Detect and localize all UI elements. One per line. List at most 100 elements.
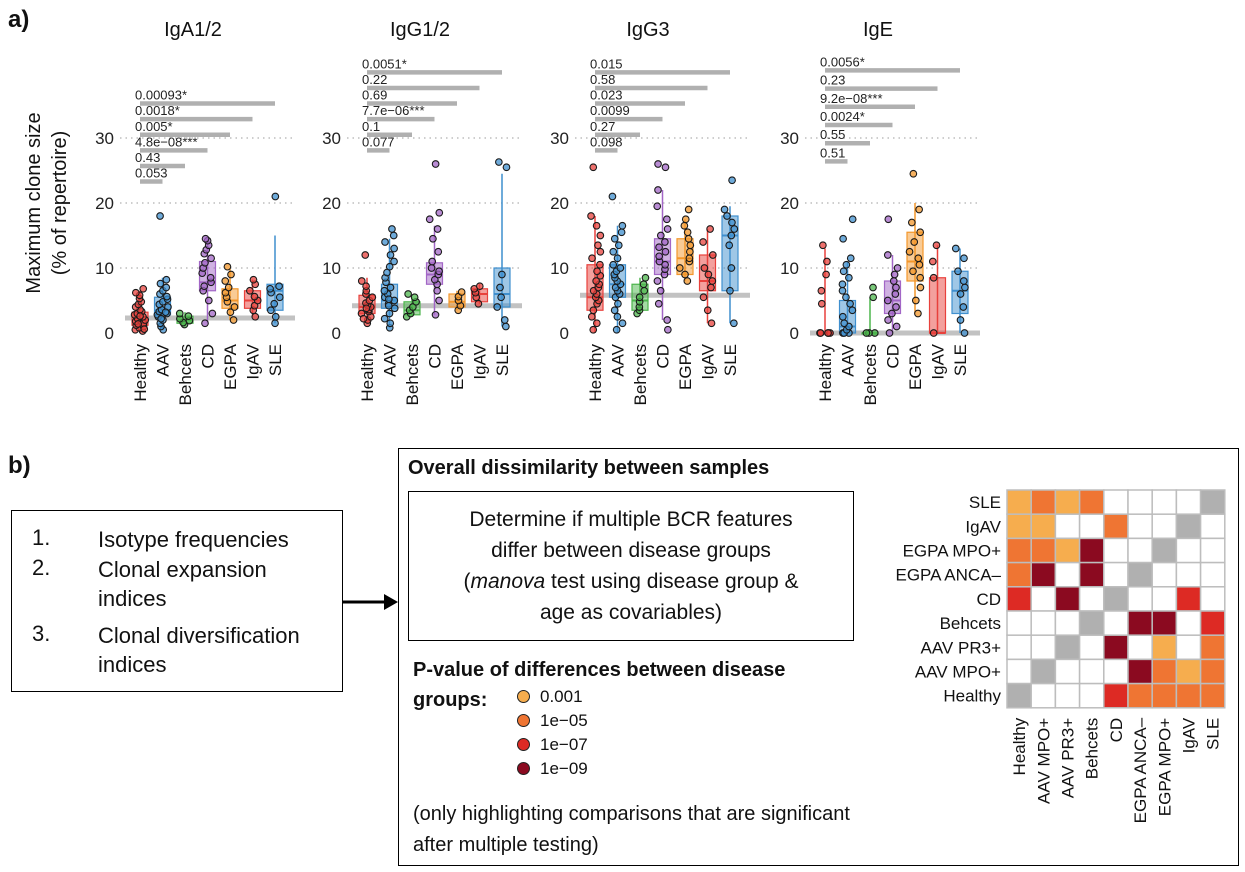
data-point [680, 221, 689, 230]
data-point [201, 234, 210, 243]
data-point [433, 286, 442, 295]
data-point [596, 260, 604, 269]
pvalue-label: 0.22 [362, 72, 387, 87]
heatmap-cell [1054, 610, 1081, 636]
data-point [685, 254, 694, 263]
x-tick-label: SLE [266, 344, 285, 376]
list-number: 2. [32, 555, 51, 580]
heatmap-cell [1078, 634, 1105, 661]
heatmap-cell [1175, 634, 1202, 661]
heatmap-cell [1006, 610, 1032, 636]
y-tick-label: 0 [332, 324, 341, 343]
data-point [250, 292, 259, 301]
method-box: Determine if multiple BCR features diffe… [408, 491, 854, 641]
heatmap-cell [1078, 489, 1105, 515]
data-point [175, 309, 184, 318]
data-point [435, 267, 443, 276]
data-point [156, 212, 164, 220]
heatmap-cell [1030, 537, 1057, 564]
heatmap-cell [1030, 610, 1057, 636]
data-point [434, 247, 443, 256]
data-point [206, 273, 215, 282]
x-tick-label: SLE [493, 344, 512, 376]
x-tick-label: AAV [839, 343, 858, 376]
pvalue-label: 0.00093* [135, 88, 187, 103]
data-point [362, 282, 370, 291]
data-point [869, 293, 878, 302]
data-point [270, 299, 279, 308]
pvalue-heatmap: SLE IgAV EGPA MPO+ EGPA ANCA– CD Behcets AAV P… [895, 489, 1226, 823]
data-point [435, 208, 444, 217]
data-point [386, 283, 395, 292]
data-point [911, 296, 920, 305]
data-point [641, 273, 650, 282]
data-point [681, 270, 689, 279]
heatmap-cell [1054, 513, 1081, 540]
legend-swatch [517, 714, 530, 728]
pvalue-label: 4.8e−08*** [135, 134, 198, 149]
heatmap-cell [1006, 561, 1032, 588]
heatmap-cell [1103, 610, 1129, 636]
data-point [842, 293, 850, 302]
data-point [457, 288, 466, 296]
heatmap-cell [1127, 658, 1153, 685]
data-point [699, 238, 707, 246]
pvalue-label: 0.0024* [820, 109, 865, 124]
legend-item: 1e−09 [517, 757, 588, 781]
data-point [839, 234, 847, 243]
method-line: differ between disease groups [491, 539, 771, 562]
heatmap-row-label: Behcets [940, 614, 1001, 633]
heatmap-cell [1151, 561, 1178, 588]
heatmap-cell [1054, 489, 1081, 515]
data-point [161, 308, 170, 317]
heatmap-cell [1151, 586, 1178, 612]
data-point [656, 231, 665, 240]
data-point [200, 282, 209, 291]
pvalue-label: 0.51 [820, 145, 845, 160]
data-point [410, 293, 419, 302]
data-point [907, 218, 916, 227]
data-point [275, 293, 284, 302]
data-point [230, 303, 239, 311]
heatmap-cell [1078, 513, 1105, 540]
heatmap-col-label: AAV PR3+ [1059, 718, 1078, 799]
data-point [929, 273, 938, 282]
pvalue-label: 0.55 [820, 127, 845, 142]
heatmap-row-label: IgAV [965, 517, 1001, 536]
data-point [884, 316, 892, 324]
x-tick-label: EGPA [906, 343, 925, 390]
manova-text: manova [470, 570, 546, 593]
list-text: Clonal diversification indices [98, 623, 300, 677]
heatmap-cell [1006, 634, 1032, 661]
y-tick-label: 30 [780, 129, 799, 148]
data-point [916, 228, 925, 237]
heatmap-cell [1078, 682, 1105, 709]
data-point [640, 286, 649, 295]
data-point [139, 284, 148, 293]
data-point [932, 241, 941, 250]
data-point [838, 312, 847, 321]
data-point [686, 241, 695, 250]
data-point [661, 238, 669, 246]
data-point [156, 279, 165, 288]
heatmap-row-label: AAV MPO+ [915, 663, 1001, 682]
data-point [909, 267, 917, 276]
data-point [703, 306, 712, 315]
y-tick-label: 20 [550, 194, 569, 213]
data-point [892, 322, 901, 331]
x-tick-label: Behcets [403, 344, 422, 405]
heatmap-row-label: Healthy [943, 687, 1001, 706]
heatmap-cell [1054, 537, 1081, 564]
data-point [928, 257, 937, 266]
data-point [883, 296, 892, 305]
panel-title: IgG1/2 [390, 19, 450, 41]
heatmap-cell [1151, 489, 1178, 515]
data-point [723, 212, 731, 220]
panel-title: IgE [863, 19, 893, 41]
x-tick-label: Behcets [176, 344, 195, 405]
data-point [654, 299, 663, 308]
heatmap-cell [1127, 682, 1153, 709]
x-tick-label: CD [199, 344, 218, 369]
y-tick-label: 10 [322, 259, 341, 278]
data-point [725, 241, 734, 250]
